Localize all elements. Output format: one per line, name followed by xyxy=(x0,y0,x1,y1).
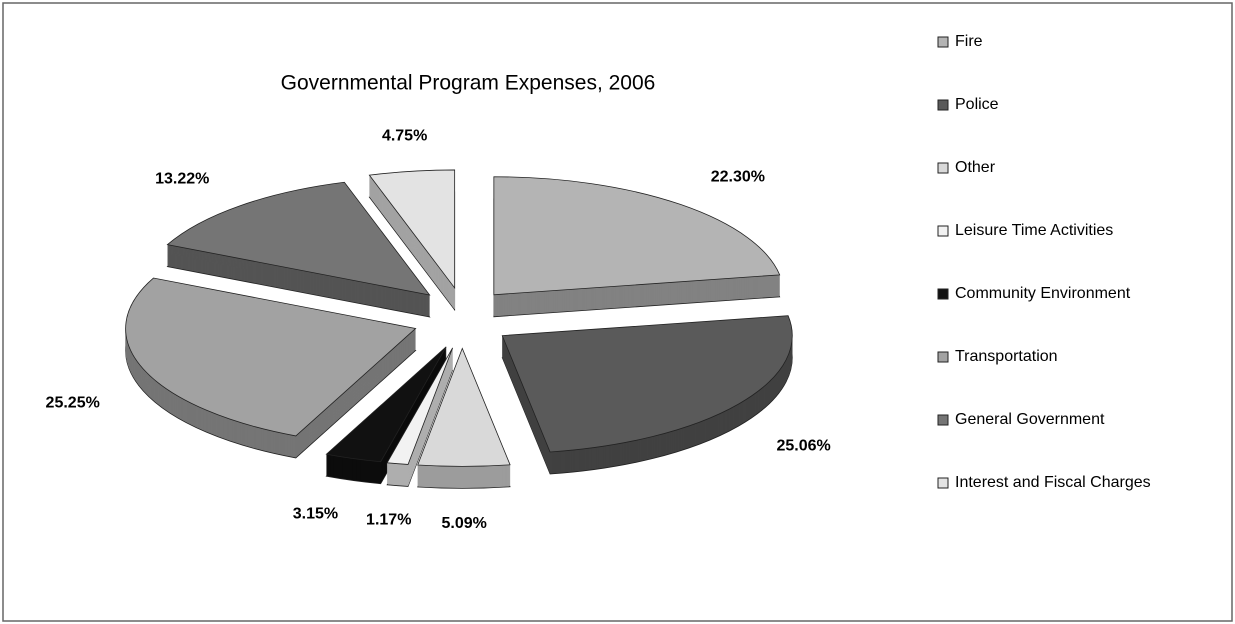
data-label: 3.15% xyxy=(293,505,338,522)
legend-label: Police xyxy=(955,96,999,113)
legend-label: General Government xyxy=(955,411,1105,428)
pie-slice xyxy=(325,346,447,463)
legend-label: Other xyxy=(955,159,996,176)
legend-swatch xyxy=(937,36,949,48)
legend-label: Transportation xyxy=(955,348,1058,365)
data-label: 5.09% xyxy=(441,515,486,532)
legend-swatch xyxy=(937,288,949,300)
chart-title: Governmental Program Expenses, 2006 xyxy=(281,72,656,95)
data-label: 1.17% xyxy=(366,512,411,529)
data-label: 13.22% xyxy=(155,170,209,187)
pie-slice xyxy=(493,176,781,296)
pie-slice xyxy=(386,347,453,465)
data-label: 22.30% xyxy=(711,169,765,186)
pie-slice xyxy=(166,181,431,296)
legend-swatch xyxy=(937,99,949,111)
data-label: 25.06% xyxy=(776,438,830,455)
legend-swatch xyxy=(937,162,949,174)
pie-slice xyxy=(368,169,456,290)
pie-slice xyxy=(501,315,793,453)
legend-label: Interest and Fiscal Charges xyxy=(955,474,1151,491)
legend-swatch xyxy=(937,225,949,237)
pie-slice xyxy=(417,347,511,467)
legend-swatch xyxy=(937,351,949,363)
legend-label: Fire xyxy=(955,33,983,50)
legend-label: Community Environment xyxy=(955,285,1131,302)
data-label: 4.75% xyxy=(382,127,427,144)
legend-swatch xyxy=(937,477,949,489)
pie-slice xyxy=(125,277,417,437)
legend-swatch xyxy=(937,414,949,426)
data-label: 25.25% xyxy=(46,395,100,412)
legend-label: Leisure Time Activities xyxy=(955,222,1113,239)
